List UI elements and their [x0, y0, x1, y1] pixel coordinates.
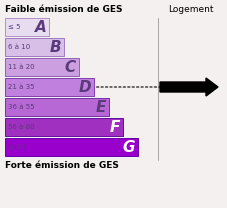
Text: C: C [65, 59, 76, 74]
Text: B: B [49, 40, 61, 54]
FancyArrow shape [160, 78, 218, 96]
Text: Logement: Logement [168, 5, 214, 14]
Text: ≥ 80: ≥ 80 [8, 144, 25, 150]
Text: 21 à 35: 21 à 35 [8, 84, 35, 90]
Text: E: E [95, 99, 106, 114]
Text: Faible émission de GES: Faible émission de GES [5, 5, 123, 14]
Text: F: F [110, 120, 120, 135]
Bar [5, 18, 49, 36]
Text: D: D [78, 79, 91, 94]
Bar [5, 98, 109, 116]
Bar [5, 118, 123, 136]
Text: G: G [123, 140, 135, 155]
Bar [5, 78, 94, 96]
Text: ≤ 5: ≤ 5 [8, 24, 20, 30]
Bar [5, 138, 138, 156]
Text: 56 à 80: 56 à 80 [8, 124, 35, 130]
Text: 11 à 20: 11 à 20 [8, 64, 35, 70]
Text: 6 à 10: 6 à 10 [8, 44, 30, 50]
Bar [5, 38, 64, 56]
Text: Forte émission de GES: Forte émission de GES [5, 161, 119, 170]
Text: 36 à 55: 36 à 55 [8, 104, 35, 110]
Text: A: A [35, 20, 46, 35]
Bar [5, 58, 79, 76]
